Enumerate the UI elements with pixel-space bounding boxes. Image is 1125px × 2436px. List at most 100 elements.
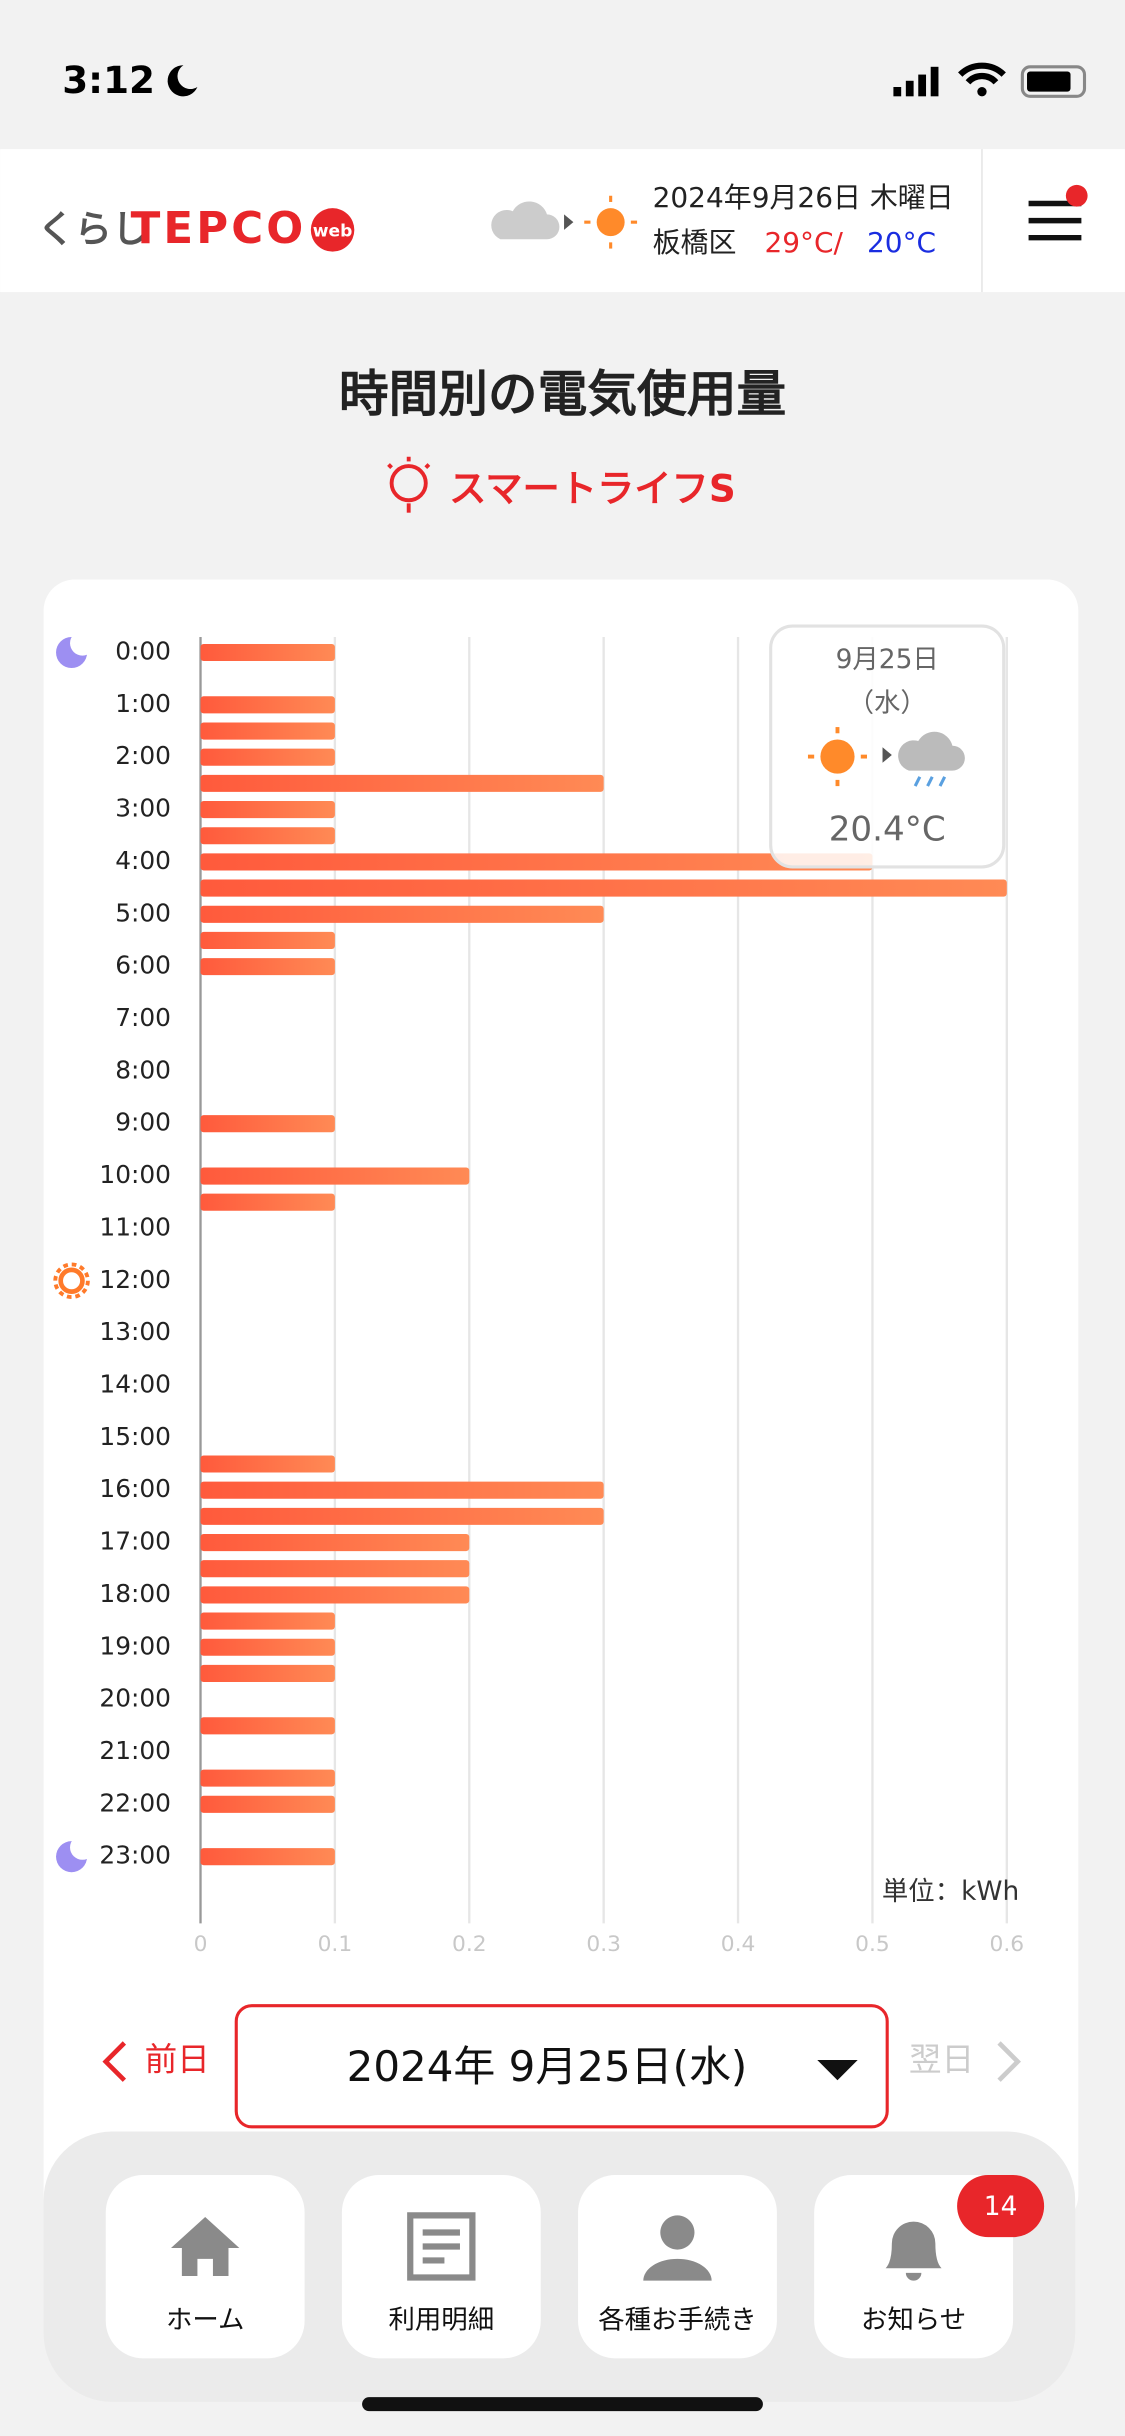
bar — [200, 1664, 335, 1682]
y-tick-label: 16:00 — [99, 1474, 171, 1503]
bar — [200, 958, 335, 976]
y-tick-label: 19:00 — [99, 1631, 171, 1660]
bar — [200, 1612, 335, 1630]
next-day[interactable]: 翌日 — [909, 2041, 974, 2079]
bar — [200, 905, 604, 923]
tooltip-date: 9月25日 — [836, 644, 939, 675]
y-tick-label: 6:00 — [115, 951, 171, 980]
tab-label: 利用明細 — [389, 2305, 495, 2336]
chart-card — [43, 579, 1079, 2227]
bar — [200, 827, 335, 845]
badge-bg — [957, 2175, 1045, 2238]
temp-high: 29°C/ — [764, 226, 843, 259]
chart: 0 0.1 0.2 0.3 0.4 0.5 0.6 0:00 1:00 2:00 3:00 4:00 5… — [53, 630, 1024, 1957]
bar — [200, 1795, 335, 1813]
y-tick-label: 1:00 — [115, 689, 171, 718]
date-select[interactable] — [234, 2004, 889, 2129]
page-title: 時間別の電気使用量 — [339, 365, 786, 423]
sun-icon — [58, 1267, 85, 1294]
prev-chevron[interactable] — [102, 2041, 127, 2082]
bar — [200, 1848, 335, 1866]
bar — [200, 853, 873, 871]
y-tick-label: 17:00 — [99, 1527, 171, 1556]
tabs: ホーム 利用明細 各種お手続き お知らせ 14 — [105, 2175, 1045, 2359]
tab-button[interactable] — [341, 2175, 541, 2359]
y-tick-label: 2:00 — [115, 741, 171, 770]
battery — [1020, 65, 1087, 98]
bar — [200, 696, 335, 714]
bulb-icon — [387, 456, 431, 513]
moon-cut — [70, 1834, 95, 1860]
y-tick-label: 18:00 — [99, 1579, 171, 1608]
bar — [200, 1455, 335, 1473]
x-tick-label: 0.4 — [721, 1932, 756, 1957]
tab-button[interactable] — [105, 2175, 305, 2359]
y-tick-label: 22:00 — [99, 1788, 171, 1817]
y-tick-label: 20:00 — [99, 1684, 171, 1713]
temp-low: 20°C — [867, 226, 936, 259]
bar — [200, 1586, 470, 1604]
y-tick-label: 14:00 — [99, 1369, 171, 1398]
home-indicator — [362, 2397, 763, 2412]
arrow-icon — [564, 214, 574, 230]
menu-dot — [1065, 184, 1088, 207]
bar — [200, 748, 335, 766]
x-tick-label: 0.5 — [855, 1932, 890, 1957]
x-tick-label: 0.2 — [452, 1932, 487, 1957]
bar — [200, 1193, 335, 1211]
wifi-icon — [958, 62, 1006, 85]
y-tick-label: 9:00 — [115, 1108, 171, 1137]
cloud-icon — [491, 201, 560, 240]
x-tick-label: 0 — [194, 1932, 208, 1957]
tooltip-arrow — [882, 747, 892, 763]
y-tick-label: 23:00 — [99, 1841, 171, 1870]
sun-rays — [53, 1262, 90, 1300]
y-tick-label: 10:00 — [99, 1160, 171, 1189]
header — [0, 149, 1125, 293]
y-tick-label: 21:00 — [99, 1736, 171, 1765]
y-tick-label: 11:00 — [99, 1212, 171, 1241]
logo-brand: TEPCO — [131, 204, 307, 254]
tab-label: お知らせ — [861, 2305, 966, 2336]
plan-name: スマートライフS — [449, 466, 736, 510]
tab-icon — [643, 2215, 712, 2281]
tab-icon — [885, 2221, 942, 2281]
tooltip-rain — [913, 776, 947, 787]
y-tick-label: 4:00 — [115, 846, 171, 875]
tooltip-temp: 20.4°C — [829, 810, 946, 850]
tab-label: ホーム — [166, 2305, 244, 2336]
wifi-dot — [977, 87, 987, 97]
battery-level — [1027, 71, 1071, 92]
prev-day[interactable]: 前日 — [145, 2041, 210, 2079]
tab-label: 各種お手続き — [598, 2305, 756, 2336]
dropdown-caret — [817, 2060, 858, 2081]
bar — [200, 931, 335, 949]
bar — [200, 801, 335, 819]
bar — [200, 722, 335, 740]
bar — [200, 1115, 335, 1133]
bar — [200, 1717, 335, 1735]
selected-date: 2024年 9月25日(水) — [347, 2042, 748, 2091]
bar — [200, 1167, 470, 1185]
tooltip-sun-rays — [807, 727, 867, 787]
bar — [200, 1769, 335, 1787]
logo-badge: web — [313, 221, 353, 241]
moon-cut — [70, 630, 95, 656]
signal-icon — [893, 66, 939, 97]
y-tick-label: 12:00 — [99, 1265, 171, 1294]
bar — [200, 879, 1007, 897]
y-tick-label: 15:00 — [99, 1422, 171, 1451]
x-tick-label: 0.1 — [318, 1932, 353, 1957]
x-tick-label: 0.3 — [586, 1932, 621, 1957]
bar — [200, 1507, 604, 1525]
header-date: 2024年9月26日 木曜日 — [653, 181, 954, 214]
bar — [200, 1533, 470, 1552]
logo-kana: くらし — [37, 207, 149, 251]
unit-label: 単位：kWh — [882, 1876, 1019, 1907]
bar — [200, 774, 604, 792]
bar — [200, 1560, 470, 1578]
next-chevron[interactable] — [997, 2041, 1021, 2082]
sun-icon — [596, 208, 625, 237]
y-tick-label: 8:00 — [115, 1055, 171, 1084]
